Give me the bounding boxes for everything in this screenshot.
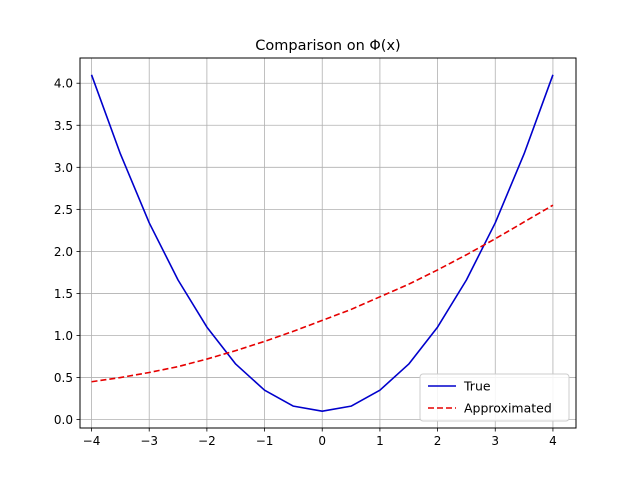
legend-label-approximated: Approximated [464,401,552,416]
y-tick-label: 3.5 [54,119,73,133]
x-tick-label: −2 [198,434,216,448]
chart-title: Comparison on Φ(x) [255,38,400,54]
y-tick-label: 1.0 [54,329,73,343]
series-layer [90,74,554,412]
y-tick-label: 2.5 [54,203,73,217]
legend-box [419,373,570,422]
x-tick-label: 3 [491,434,499,448]
x-tick-label: 2 [434,434,442,448]
y-tick-label: 3.0 [54,161,73,175]
series-line-true [90,74,554,412]
series-line-approximated [91,204,554,383]
x-tick-label: 1 [376,434,384,448]
y-tick-label: 0.0 [54,413,73,427]
x-tick-label: −4 [83,434,101,448]
legend: True Approximated [419,373,570,422]
y-tick-label: 1.5 [54,287,73,301]
x-tick-label: 0 [318,434,326,448]
x-tick-label: −3 [140,434,158,448]
axis-ticks: −4 −3 −2 −1 0 1 2 3 4 0.0 0.5 1.0 1.5 2.0 2.5 3.0 3.5 4.0 [54,77,557,448]
y-tick-label: 2.0 [54,245,73,259]
x-tick-label: 4 [549,434,557,448]
x-tick-label: −1 [256,434,274,448]
axes-frame [79,57,577,429]
legend-label-true: True [463,379,491,394]
y-tick-label: 4.0 [54,77,73,91]
y-tick-label: 0.5 [54,371,73,385]
